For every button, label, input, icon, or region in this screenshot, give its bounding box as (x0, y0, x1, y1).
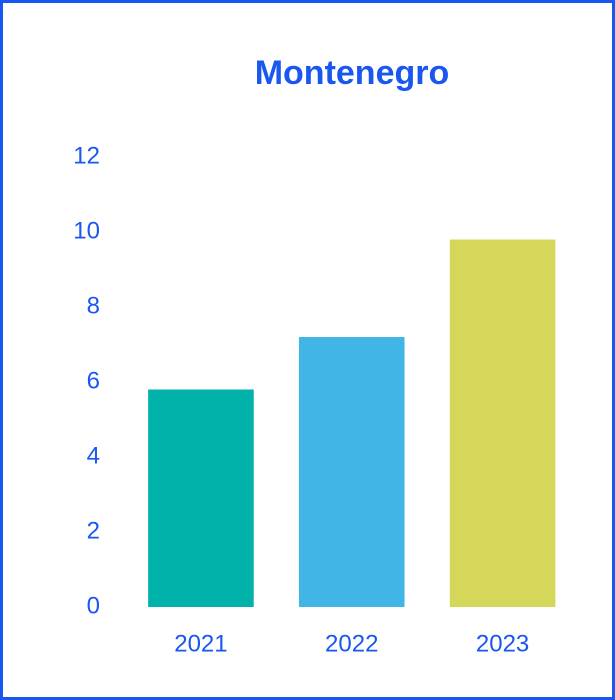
y-tick-label: 10 (73, 217, 100, 244)
y-tick-label: 0 (87, 592, 100, 619)
bar (449, 239, 556, 607)
y-tick-label: 12 (73, 142, 100, 169)
y-tick-label: 4 (87, 442, 100, 469)
x-tick-label: 2023 (476, 630, 529, 657)
bar (298, 337, 405, 607)
y-tick-label: 2 (87, 517, 100, 544)
bar (148, 389, 254, 607)
x-tick-label: 2022 (325, 630, 378, 657)
y-tick-label: 6 (87, 367, 100, 394)
chart-title: Montenegro (255, 54, 450, 92)
y-tick-label: 8 (87, 292, 100, 319)
x-tick-label: 2021 (174, 630, 227, 657)
